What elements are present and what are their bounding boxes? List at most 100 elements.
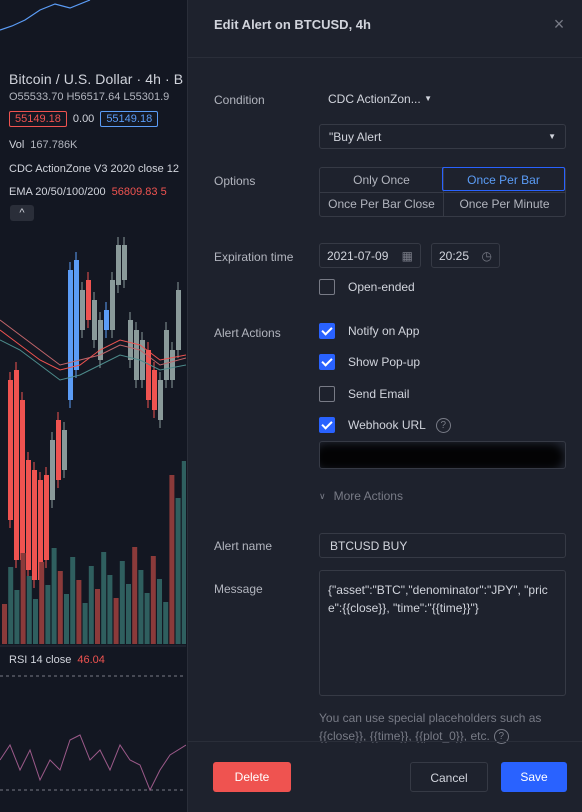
volume-bar <box>51 548 57 644</box>
option-once-per-bar-close[interactable]: Once Per Bar Close <box>328 197 435 211</box>
condition-indicator-select[interactable]: CDC ActionZon... ▼ <box>319 86 441 111</box>
notify-app-checkbox[interactable] <box>319 323 335 339</box>
dialog-title: Edit Alert on BTCUSD, 4h <box>214 17 371 32</box>
sell-price-box[interactable]: 55149.18 <box>9 111 67 127</box>
candle-body <box>164 330 169 380</box>
placeholder-hint-text: You can use special placeholders such as… <box>319 711 542 743</box>
chevron-down-icon: ▼ <box>424 94 432 103</box>
candle-body <box>158 380 163 420</box>
more-actions-label: More Actions <box>333 489 403 503</box>
candle-body <box>68 270 73 400</box>
volume-label: Vol <box>9 139 25 151</box>
candle-body <box>62 430 67 470</box>
help-icon[interactable]: ? <box>435 417 451 433</box>
show-popup-label: Show Pop-up <box>348 355 421 369</box>
alert-actions-label: Alert Actions <box>214 326 281 340</box>
spread-value: 0.00 <box>72 113 95 125</box>
volume-bar <box>181 461 186 644</box>
volume-bar <box>26 576 32 644</box>
save-button[interactable]: Save <box>501 762 567 792</box>
message-textarea[interactable]: {"asset":"BTC","denominator":"JPY", "pri… <box>319 570 566 696</box>
candle-body <box>8 380 13 520</box>
buy-price-box[interactable]: 55149.18 <box>100 111 159 127</box>
volume-bar <box>20 553 26 644</box>
expiration-label: Expiration time <box>214 250 294 264</box>
clock-icon[interactable]: ◷ <box>481 248 492 263</box>
notify-app-label: Notify on App <box>348 324 420 338</box>
volume-bar <box>57 571 63 644</box>
alert-name-input[interactable]: BTCUSD BUY <box>319 533 566 558</box>
webhook-checkbox[interactable] <box>319 417 335 433</box>
calendar-icon[interactable]: ▦ <box>401 248 413 263</box>
candle-body <box>32 470 37 580</box>
options-label: Options <box>214 174 256 188</box>
help-icon[interactable]: ? <box>493 729 509 745</box>
open-ended-row[interactable]: Open-ended <box>319 279 415 295</box>
candle-body <box>98 320 103 360</box>
option-only-once[interactable]: Only Once <box>353 173 410 187</box>
expiration-time-input[interactable]: 20:25 ◷ <box>431 243 500 268</box>
candle-body <box>56 420 61 480</box>
volume-bar <box>113 598 119 644</box>
chart-area[interactable]: Bitcoin / U.S. Dollar · 4h · B O55533.70… <box>0 0 186 812</box>
candle-body <box>104 310 109 330</box>
edit-alert-dialog: Edit Alert on BTCUSD, 4h × Condition CDC… <box>187 0 582 812</box>
condition-label: Condition <box>214 93 265 107</box>
price-row: 55149.18 0.00 55149.18 <box>9 111 159 127</box>
show-popup-row[interactable]: Show Pop-up <box>319 354 420 370</box>
volume-bar <box>64 594 69 644</box>
candle-body <box>44 475 49 560</box>
send-email-row[interactable]: Send Email <box>319 386 409 402</box>
volume-bar <box>126 584 131 644</box>
expiration-date-input[interactable]: 2021-07-09 ▦ <box>319 243 421 268</box>
candle-body <box>80 290 85 330</box>
open-ended-checkbox[interactable] <box>319 279 335 295</box>
more-actions-toggle[interactable]: ∨ More Actions <box>319 489 403 503</box>
candle-body <box>20 400 25 560</box>
options-divider <box>320 192 565 193</box>
send-email-checkbox[interactable] <box>319 386 335 402</box>
footer-divider <box>188 741 582 742</box>
ema-line <box>0 339 186 381</box>
volume-bar <box>119 561 125 644</box>
header-divider <box>188 57 582 58</box>
webhook-row[interactable]: Webhook URL ? <box>319 417 451 433</box>
candle-body <box>152 370 157 410</box>
volume-bar <box>163 602 169 644</box>
show-popup-checkbox[interactable] <box>319 354 335 370</box>
symbol-title: Bitcoin / U.S. Dollar · 4h · B <box>9 71 184 87</box>
volume-bar <box>138 570 144 644</box>
volume-bar <box>132 547 138 644</box>
chevron-down-icon: ▼ <box>548 132 556 141</box>
collapse-legend-button[interactable]: ^ <box>10 205 34 221</box>
close-icon[interactable]: × <box>553 14 565 34</box>
condition-alert-select[interactable]: "Buy Alert ▼ <box>319 124 566 149</box>
rsi-line <box>0 734 186 792</box>
indicator-legend-cdc: CDC ActionZone V3 2020 close 12 <box>9 163 179 175</box>
candlestick-chart <box>0 0 186 792</box>
candle-body <box>14 370 19 560</box>
rsi-legend: RSI 14 close 46.04 <box>9 654 105 666</box>
candle-body <box>38 480 43 580</box>
webhook-url-input[interactable] <box>319 441 566 469</box>
cancel-button[interactable]: Cancel <box>410 762 488 792</box>
candle-body <box>122 245 127 280</box>
volume-bar <box>150 556 156 644</box>
volume-bar <box>107 575 113 644</box>
candle-body <box>146 350 151 400</box>
volume-value: 167.786K <box>30 139 78 151</box>
message-label: Message <box>214 582 263 596</box>
ohlc-readout: O55533.70 H56517.64 L55301.9 <box>9 91 170 103</box>
option-once-per-minute[interactable]: Once Per Minute <box>459 197 550 211</box>
candle-body <box>86 280 91 320</box>
trigger-options: Only Once Once Per Bar Once Per Bar Clos… <box>319 167 566 217</box>
expiration-time-value: 20:25 <box>439 248 470 263</box>
delete-button[interactable]: Delete <box>213 762 291 792</box>
volume-bar <box>33 599 38 644</box>
option-once-per-bar[interactable]: Once Per Bar <box>442 167 565 191</box>
candle-body <box>140 340 145 380</box>
chevron-down-icon: ∨ <box>319 490 326 501</box>
volume-bar <box>82 603 88 644</box>
notify-app-row[interactable]: Notify on App <box>319 323 419 339</box>
placeholder-hint: You can use special placeholders such as… <box>319 709 559 745</box>
